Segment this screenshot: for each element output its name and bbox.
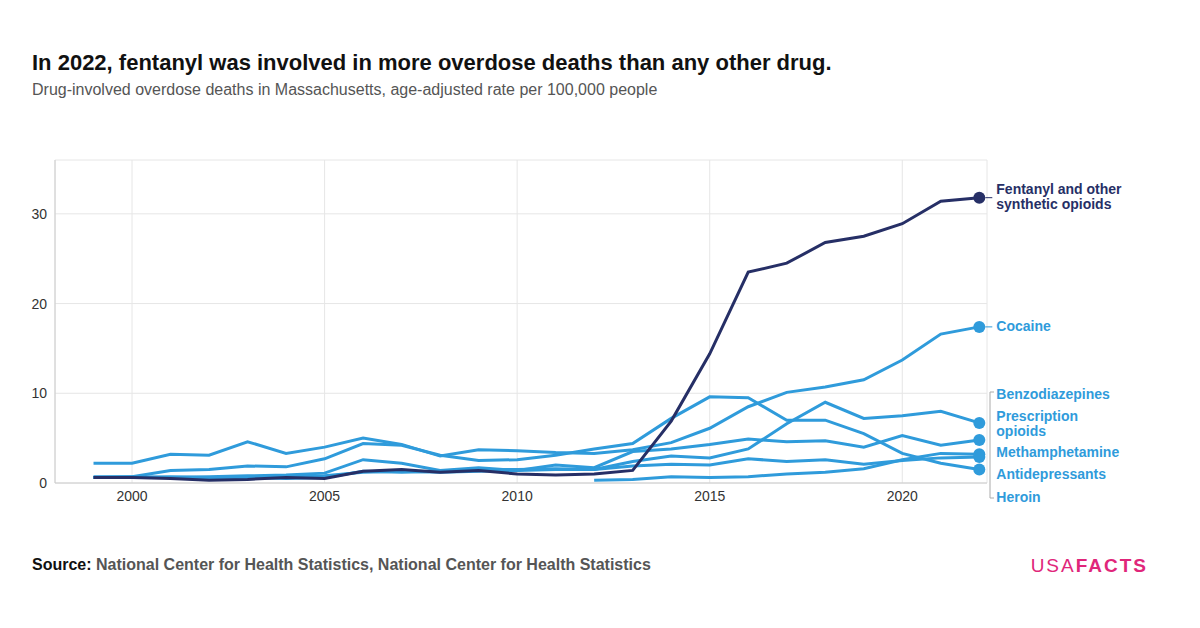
svg-text:20: 20 (31, 296, 47, 312)
svg-text:Antidepressants: Antidepressants (996, 466, 1106, 482)
html-text:In 2022, fentanyl was involved: In 2022, fentanyl was involved in more o… (32, 50, 832, 75)
svg-text:2005: 2005 (309, 488, 340, 504)
svg-text:Fentanyl and othersynthetic op: Fentanyl and othersynthetic opioids (996, 181, 1122, 212)
svg-text:Prescriptionopioids: Prescriptionopioids (996, 407, 1078, 438)
svg-text:30: 30 (31, 206, 47, 222)
svg-text:Benzodiazepines: Benzodiazepines (996, 386, 1110, 402)
html-text:Drug-involved overdose deaths: Drug-involved overdose deaths in Massach… (32, 81, 658, 98)
html-text:Source: National Center for He: Source: National Center for Health Stati… (32, 556, 651, 573)
svg-text:2015: 2015 (694, 488, 725, 504)
svg-text:0: 0 (39, 475, 47, 491)
svg-text:10: 10 (31, 385, 47, 401)
svg-text:2000: 2000 (116, 488, 147, 504)
svg-text:Cocaine: Cocaine (996, 318, 1051, 334)
svg-text:2020: 2020 (887, 488, 918, 504)
svg-text:Heroin: Heroin (996, 489, 1040, 505)
svg-text:2010: 2010 (502, 488, 533, 504)
svg-text:Methamphetamine: Methamphetamine (996, 444, 1119, 460)
html-text:USA FACTS: USA FACTS (1030, 555, 1148, 576)
